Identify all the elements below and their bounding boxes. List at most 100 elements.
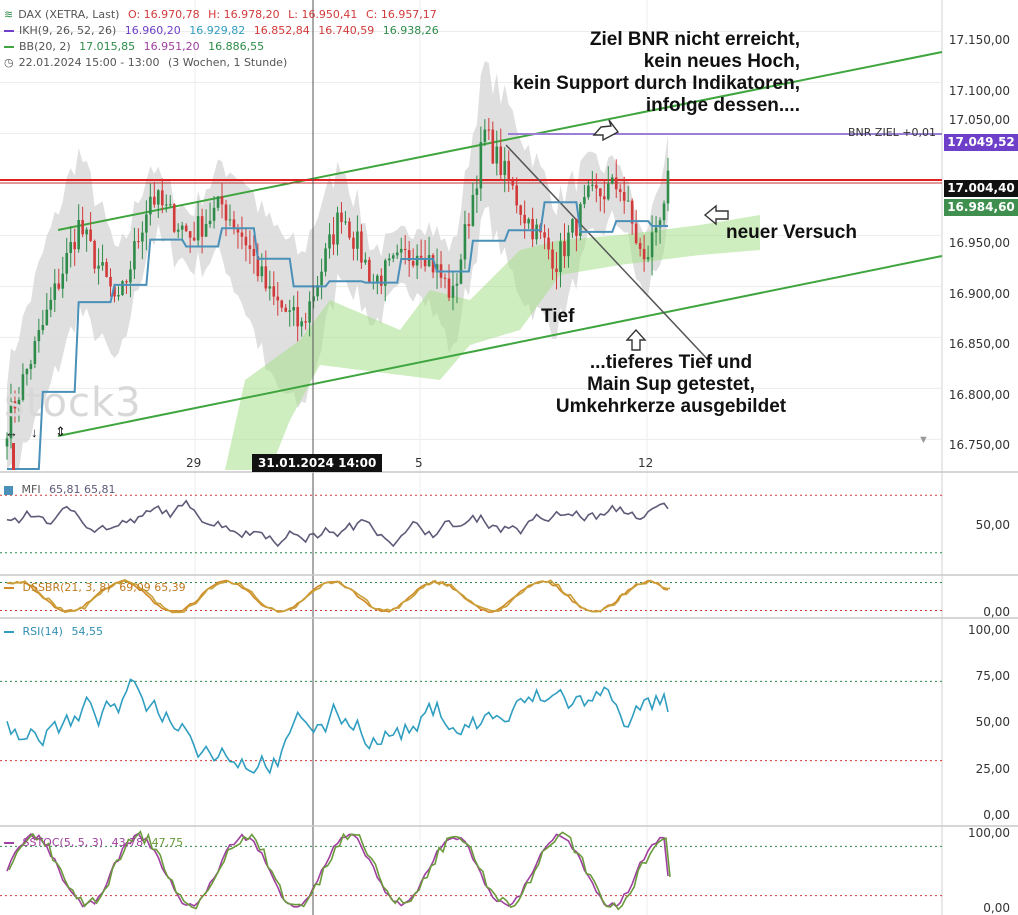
candle-body — [332, 234, 335, 245]
candle-body — [423, 257, 427, 267]
volume-marker — [12, 443, 15, 470]
candle-body — [192, 237, 196, 241]
horizontal-arrow-icon[interactable]: ↔ — [5, 425, 18, 440]
bb-label: BB(20, 2) — [19, 40, 71, 53]
candle-body — [531, 218, 534, 240]
candle-body — [232, 219, 236, 229]
candle-body — [495, 146, 499, 164]
candle-body — [29, 363, 33, 369]
candle-body — [260, 266, 264, 277]
sstoc-legend[interactable]: SSTOC(5, 5, 3) 43,78 47,75 — [4, 836, 188, 849]
candle-body — [9, 401, 13, 439]
mfi-y-tick: 50,00 — [975, 518, 1010, 532]
candle-body — [53, 283, 57, 300]
y-tick: 16.850,00 — [948, 337, 1010, 351]
candle-body — [380, 275, 383, 286]
candle-body — [443, 277, 447, 279]
annotation-bottom-line-3: Umkehrkerze ausgebildet — [555, 396, 787, 417]
candle-body — [507, 160, 511, 181]
rsi-legend[interactable]: RSI(14) 54,55 — [4, 625, 108, 638]
candle-body — [164, 204, 168, 206]
dssbr-legend[interactable]: DSSBR(21, 3, 8) 69,09 65,39 — [4, 581, 191, 594]
candle-body — [280, 300, 284, 308]
dssbr-values: 69,09 65,39 — [119, 581, 186, 594]
candle-body — [618, 189, 622, 193]
y-tick: 16.750,00 — [948, 438, 1010, 452]
ikh-value-5: 16.938,26 — [382, 24, 439, 37]
candle-body — [149, 196, 152, 215]
annotation-neuer-versuch: neuer Versuch — [726, 222, 857, 243]
candle-body — [523, 214, 526, 224]
candle-body — [296, 307, 299, 327]
candle-body — [45, 309, 49, 325]
clock-icon: ◷ — [4, 56, 14, 69]
candle-body — [264, 266, 268, 289]
candle-body — [352, 237, 355, 249]
candle-body — [17, 399, 21, 409]
sstoc-line — [6, 832, 669, 908]
candle-body — [483, 129, 487, 143]
candle-body — [555, 268, 558, 273]
arrow-icon — [625, 328, 647, 351]
candle-body — [535, 224, 538, 240]
kijun-line — [6, 201, 669, 470]
candle-body — [57, 283, 61, 289]
candle-body — [383, 260, 387, 286]
rsi-color-icon — [4, 631, 14, 633]
bb-value-3: 16.886,55 — [208, 40, 265, 53]
legend-bb[interactable]: BB(20, 2) 17.015,85 16.951,20 16.886,55 — [4, 40, 269, 53]
crosshair-date-label: 31.01.2024 14:00 — [252, 454, 383, 472]
candle-body — [77, 220, 80, 250]
sstoc-y-tick: 0,00 — [983, 901, 1010, 915]
candle-body — [324, 248, 327, 272]
legend-ikh[interactable]: IKH(9, 26, 52, 26) 16.960,20 16.929,82 1… — [4, 24, 444, 37]
candle-body — [654, 227, 658, 233]
current-price-tag: 16.984,60 — [944, 199, 1018, 216]
down-arrow-icon[interactable]: ↓ — [31, 425, 38, 440]
candle-body — [328, 234, 331, 249]
candle-body — [479, 142, 483, 189]
ikh-value-2: 16.929,82 — [189, 24, 246, 37]
mfi-color-icon — [4, 485, 13, 495]
collapse-icon[interactable]: ▼ — [918, 434, 929, 446]
candle-body — [491, 129, 495, 164]
annotation-bottom-line-2: Main Sup getestet, — [587, 374, 755, 395]
candle-body — [403, 248, 407, 251]
candle-body — [395, 252, 399, 256]
candle-body — [602, 196, 606, 200]
candle-body — [97, 265, 100, 269]
candle-body — [153, 196, 156, 205]
upper-channel-line — [57, 51, 943, 231]
mfi-legend[interactable]: MFI 65,81 65,81 — [4, 483, 121, 496]
candle-body — [626, 200, 630, 202]
y-tick: 17.100,00 — [948, 84, 1010, 98]
candle-body — [571, 219, 574, 233]
candle-body — [579, 204, 582, 236]
candle-body — [316, 285, 319, 297]
candle-body — [447, 278, 451, 298]
candle-body — [419, 255, 423, 258]
candle-body — [614, 177, 618, 190]
candle-body — [471, 194, 475, 226]
ikh-label: IKH(9, 26, 52, 26) — [19, 24, 117, 37]
menu-arrows-icon[interactable]: ⇕ — [55, 424, 66, 439]
candle-body — [25, 368, 29, 375]
rsi-label: RSI(14) — [22, 625, 63, 638]
candle-body — [284, 307, 288, 312]
candle-body — [547, 237, 550, 250]
candle-body — [360, 231, 363, 263]
candle-body — [133, 241, 136, 270]
candle-body — [69, 242, 73, 253]
candle-body — [368, 259, 371, 283]
candle-body — [172, 204, 176, 232]
candle-body — [184, 225, 188, 232]
candle-body — [399, 248, 403, 253]
trend-line — [505, 144, 713, 365]
candle-body — [511, 180, 515, 186]
lower-channel-line — [57, 255, 943, 437]
candle-body — [451, 285, 455, 298]
candle-body — [21, 374, 25, 400]
candle-body — [658, 220, 662, 228]
candle-body — [622, 192, 626, 201]
